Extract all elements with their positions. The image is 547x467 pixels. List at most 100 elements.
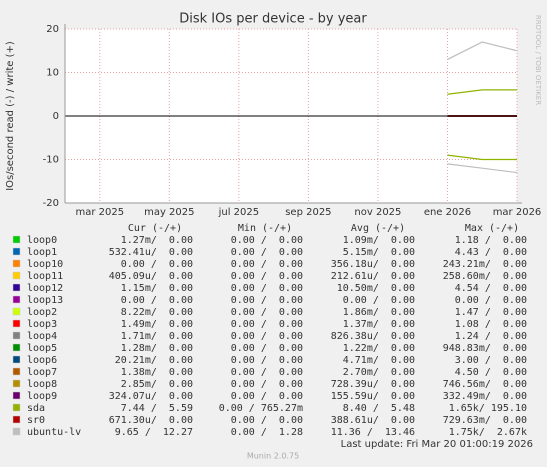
- chart-title: Disk IOs per device - by year: [179, 12, 367, 27]
- legend-value: 0.00 / 0.00: [231, 259, 303, 270]
- x-tick-label: mar 2026: [493, 207, 542, 218]
- legend-swatch: [12, 283, 21, 292]
- legend-swatch: [12, 403, 21, 412]
- legend-label: loop9: [27, 391, 57, 402]
- legend-value: 0.00 / 0.00: [231, 331, 303, 342]
- legend-value: 1.18 / 0.00: [455, 235, 527, 246]
- legend-value: 0.00 / 0.00: [231, 415, 303, 426]
- legend-swatch: [12, 295, 21, 304]
- legend-value: 1.38m/ 0.00: [121, 367, 193, 378]
- legend-value: 1.28m/ 0.00: [121, 343, 193, 354]
- legend-swatch: [12, 331, 21, 340]
- legend-value: 728.39u/ 0.00: [331, 379, 415, 390]
- legend-value: 1.22m/ 0.00: [343, 343, 415, 354]
- legend-swatch: [12, 355, 21, 364]
- legend-value: 1.27m/ 0.00: [121, 235, 193, 246]
- legend-value: 4.71m/ 0.00: [343, 355, 415, 366]
- legend-label: loop1: [27, 247, 57, 258]
- x-tick-label: nov 2025: [354, 207, 401, 218]
- x-tick-label: sep 2025: [285, 207, 331, 218]
- y-axis-label: IOs/second read (-) / write (+): [5, 41, 16, 191]
- legend-swatch: [12, 247, 21, 256]
- legend-value: 1.15m/ 0.00: [121, 283, 193, 294]
- x-tick-label: may 2025: [144, 207, 194, 218]
- column-header: Min (-/+): [238, 223, 292, 234]
- y-tick-label: 0: [53, 111, 59, 122]
- series-line: [447, 154, 517, 161]
- legend-value: 948.83m/ 0.00: [443, 343, 527, 354]
- legend-swatch: [12, 391, 21, 400]
- legend-value: 258.60m/ 0.00: [443, 271, 527, 282]
- legend-value: 356.18u/ 0.00: [331, 259, 415, 270]
- legend-swatch: [12, 379, 21, 388]
- side-text: RRDTOOL / TOBI OETIKER: [534, 15, 542, 105]
- legend-swatch: [12, 235, 21, 244]
- legend-value: 0.00 / 0.00: [231, 235, 303, 246]
- column-header: Avg (-/+): [351, 223, 405, 234]
- legend-value: 0.00 / 0.00: [343, 295, 415, 306]
- legend-value: 0.00 / 1.28: [231, 427, 303, 438]
- legend-swatch: [12, 367, 21, 376]
- column-header: Cur (-/+): [128, 223, 182, 234]
- legend-value: 8.40 / 5.48: [343, 403, 415, 414]
- x-tick-label: ene 2026: [424, 207, 471, 218]
- legend-swatch: [12, 427, 21, 436]
- legend-swatch: [12, 319, 21, 328]
- y-tick-label: 20: [46, 24, 59, 35]
- legend-value: 7.44 / 5.59: [121, 403, 193, 414]
- legend-value: 10.50m/ 0.00: [337, 283, 415, 294]
- legend-swatch: [12, 271, 21, 280]
- legend-value: 0.00 / 0.00: [231, 379, 303, 390]
- legend-label: ubuntu-lv: [27, 427, 81, 438]
- legend-value: 0.00 / 0.00: [231, 307, 303, 318]
- legend-value: 324.07u/ 0.00: [109, 391, 193, 402]
- legend-value: 729.63m/ 0.00: [443, 415, 527, 426]
- legend-value: 2.70m/ 0.00: [343, 367, 415, 378]
- legend-value: 0.00 / 0.00: [231, 355, 303, 366]
- legend-value: 0.00 / 0.00: [455, 295, 527, 306]
- series-line: [447, 163, 518, 174]
- legend-value: 2.85m/ 0.00: [121, 379, 193, 390]
- legend-label: loop13: [27, 295, 63, 306]
- legend-value: 1.65k/ 195.10: [449, 403, 527, 414]
- legend-swatch: [12, 343, 21, 352]
- column-header: Max (-/+): [465, 223, 519, 234]
- legend-value: 20.21m/ 0.00: [115, 355, 193, 366]
- legend-label: loop4: [27, 331, 57, 342]
- legend-value: 1.75k/ 2.67k: [449, 427, 527, 438]
- legend-value: 388.61u/ 0.00: [331, 415, 415, 426]
- legend-label: loop0: [27, 235, 57, 246]
- legend-value: 1.24 / 0.00: [455, 331, 527, 342]
- y-tick-label: -20: [43, 198, 59, 209]
- legend-value: 0.00 / 765.27m: [219, 403, 303, 414]
- legend-value: 746.56m/ 0.00: [443, 379, 527, 390]
- legend-value: 5.15m/ 0.00: [343, 247, 415, 258]
- legend-value: 405.09u/ 0.00: [109, 271, 193, 282]
- legend-value: 11.36 / 13.46: [331, 427, 415, 438]
- legend-swatch: [12, 415, 21, 424]
- legend-value: 4.43 / 0.00: [455, 247, 527, 258]
- x-tick-label: mar 2025: [75, 207, 124, 218]
- legend-label: loop10: [27, 259, 63, 270]
- legend-value: 1.86m/ 0.00: [343, 307, 415, 318]
- legend-value: 1.49m/ 0.00: [121, 319, 193, 330]
- legend-value: 671.30u/ 0.00: [109, 415, 193, 426]
- legend-value: 1.47 / 0.00: [455, 307, 527, 318]
- legend-label: loop6: [27, 355, 57, 366]
- series-line: [447, 89, 517, 95]
- legend-value: 0.00 / 0.00: [121, 295, 193, 306]
- legend-value: 0.00 / 0.00: [231, 319, 303, 330]
- legend-label: loop11: [27, 271, 63, 282]
- legend-value: 4.50 / 0.00: [455, 367, 527, 378]
- legend-label: loop2: [27, 307, 57, 318]
- legend-value: 332.49m/ 0.00: [443, 391, 527, 402]
- legend-value: 1.08 / 0.00: [455, 319, 527, 330]
- legend-value: 532.41u/ 0.00: [109, 247, 193, 258]
- y-tick-label: -10: [43, 155, 59, 166]
- legend-value: 0.00 / 0.00: [231, 247, 303, 258]
- legend-value: 212.61u/ 0.00: [331, 271, 415, 282]
- series-line: [447, 41, 518, 60]
- legend-label: loop5: [27, 343, 57, 354]
